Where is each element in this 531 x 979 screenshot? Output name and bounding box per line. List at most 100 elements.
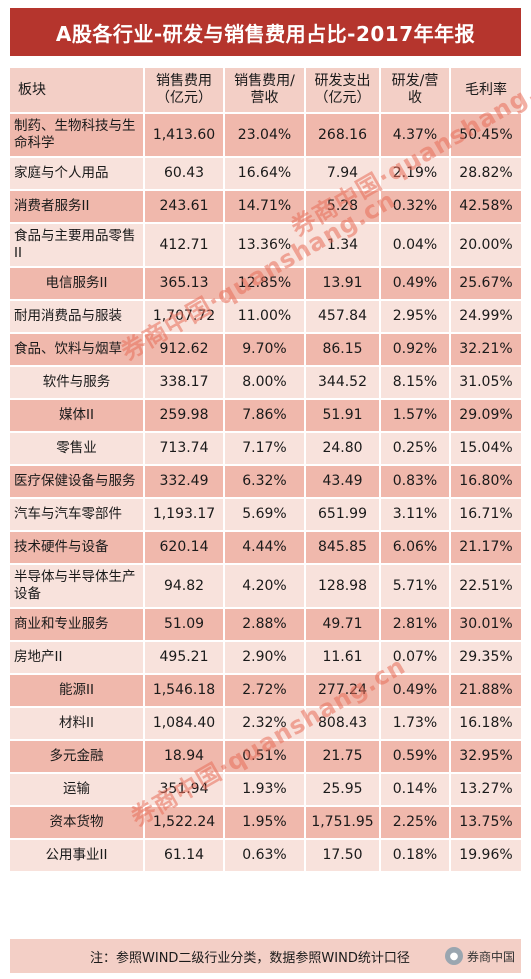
cell-sector: 技术硬件与设备 [10, 532, 143, 563]
cell-rd-expense: 13.91 [304, 268, 379, 299]
cell-sector: 半导体与半导体生产设备 [10, 565, 143, 607]
cell-sector: 汽车与汽车零部件 [10, 499, 143, 530]
cell-sector: 软件与服务 [10, 367, 143, 398]
cell-sales-ratio: 2.88% [223, 609, 304, 640]
cell-gross-margin: 50.45% [449, 114, 521, 156]
cell-sales-ratio: 7.17% [223, 433, 304, 464]
cell-rd-ratio: 0.59% [379, 741, 449, 772]
header-gross-margin: 毛利率 [449, 68, 521, 112]
cell-sales-ratio: 1.95% [223, 807, 304, 838]
table-row: 技术硬件与设备 620.14 4.44% 845.85 6.06% 21.17% [10, 532, 521, 563]
cell-sales-expense: 1,522.24 [143, 807, 223, 838]
cell-sales-ratio: 8.00% [223, 367, 304, 398]
cell-sales-ratio: 9.70% [223, 334, 304, 365]
table-row: 商业和专业服务 51.09 2.88% 49.71 2.81% 30.01% [10, 609, 521, 640]
cell-gross-margin: 16.18% [449, 708, 521, 739]
cell-rd-ratio: 0.32% [379, 191, 449, 222]
table-row: 材料II 1,084.40 2.32% 808.43 1.73% 16.18% [10, 708, 521, 739]
cell-rd-expense: 5.28 [304, 191, 379, 222]
cell-rd-expense: 11.61 [304, 642, 379, 673]
cell-gross-margin: 24.99% [449, 301, 521, 332]
cell-gross-margin: 13.75% [449, 807, 521, 838]
cell-rd-expense: 7.94 [304, 158, 379, 189]
cell-sector: 材料II [10, 708, 143, 739]
cell-sector: 食品与主要用品零售II [10, 224, 143, 266]
cell-sector: 食品、饮料与烟草 [10, 334, 143, 365]
cell-sales-ratio: 14.71% [223, 191, 304, 222]
cell-sector: 制药、生物科技与生命科学 [10, 114, 143, 156]
cell-rd-expense: 268.16 [304, 114, 379, 156]
cell-rd-expense: 49.71 [304, 609, 379, 640]
table-row: 软件与服务 338.17 8.00% 344.52 8.15% 31.05% [10, 367, 521, 398]
cell-sales-expense: 243.61 [143, 191, 223, 222]
cell-rd-ratio: 2.25% [379, 807, 449, 838]
header-sales-expense: 销售费用（亿元） [143, 68, 223, 112]
cell-sales-expense: 51.09 [143, 609, 223, 640]
cell-rd-expense: 25.95 [304, 774, 379, 805]
cell-sector: 耐用消费品与服装 [10, 301, 143, 332]
cell-sales-ratio: 23.04% [223, 114, 304, 156]
cell-gross-margin: 29.09% [449, 400, 521, 431]
cell-sales-expense: 18.94 [143, 741, 223, 772]
header-rd-ratio: 研发/营收 [379, 68, 449, 112]
table-row: 多元金融 18.94 0.51% 21.75 0.59% 32.95% [10, 741, 521, 772]
cell-rd-ratio: 0.07% [379, 642, 449, 673]
cell-sales-ratio: 11.00% [223, 301, 304, 332]
cell-gross-margin: 31.05% [449, 367, 521, 398]
table-row: 耐用消费品与服装 1,707.72 11.00% 457.84 2.95% 24.99% [10, 301, 521, 332]
cell-gross-margin: 21.88% [449, 675, 521, 706]
cell-sales-ratio: 5.69% [223, 499, 304, 530]
cell-sector: 消费者服务II [10, 191, 143, 222]
cell-gross-margin: 21.17% [449, 532, 521, 563]
cell-gross-margin: 32.95% [449, 741, 521, 772]
header-sales-ratio: 销售费用/营收 [223, 68, 304, 112]
table-row: 公用事业II 61.14 0.63% 17.50 0.18% 19.96% [10, 840, 521, 871]
cell-rd-expense: 457.84 [304, 301, 379, 332]
chat-bubble-icon: ● [444, 947, 463, 965]
logo-text: 券商中国 [466, 949, 515, 964]
cell-sales-expense: 495.21 [143, 642, 223, 673]
cell-rd-ratio: 6.06% [379, 532, 449, 563]
table-row: 汽车与汽车零部件 1,193.17 5.69% 651.99 3.11% 16.71% [10, 499, 521, 530]
cell-sector: 房地产II [10, 642, 143, 673]
cell-sales-expense: 259.98 [143, 400, 223, 431]
table-row: 零售业 713.74 7.17% 24.80 0.25% 15.04% [10, 433, 521, 464]
cell-rd-expense: 808.43 [304, 708, 379, 739]
cell-rd-expense: 43.49 [304, 466, 379, 497]
table-title: A股各行业-研发与销售费用占比-2017年年报 [10, 8, 521, 56]
cell-rd-expense: 344.52 [304, 367, 379, 398]
footer: 注：参照WIND二级行业分类，数据参照WIND统计口径 ● 券商中国 [10, 939, 521, 973]
cell-gross-margin: 15.04% [449, 433, 521, 464]
cell-sales-ratio: 4.20% [223, 565, 304, 607]
table-row: 消费者服务II 243.61 14.71% 5.28 0.32% 42.58% [10, 191, 521, 222]
cell-rd-expense: 277.24 [304, 675, 379, 706]
cell-sales-ratio: 2.32% [223, 708, 304, 739]
cell-sales-ratio: 2.90% [223, 642, 304, 673]
cell-sector: 商业和专业服务 [10, 609, 143, 640]
cell-rd-ratio: 0.49% [379, 675, 449, 706]
cell-sales-expense: 1,546.18 [143, 675, 223, 706]
cell-gross-margin: 16.80% [449, 466, 521, 497]
table-row: 食品、饮料与烟草 912.62 9.70% 86.15 0.92% 32.21% [10, 334, 521, 365]
cell-rd-ratio: 0.83% [379, 466, 449, 497]
cell-rd-expense: 17.50 [304, 840, 379, 871]
cell-gross-margin: 28.82% [449, 158, 521, 189]
table-row: 媒体II 259.98 7.86% 51.91 1.57% 29.09% [10, 400, 521, 431]
table-row: 半导体与半导体生产设备 94.82 4.20% 128.98 5.71% 22.51% [10, 565, 521, 607]
cell-gross-margin: 19.96% [449, 840, 521, 871]
table-row: 电信服务II 365.13 12.85% 13.91 0.49% 25.67% [10, 268, 521, 299]
cell-sector: 多元金融 [10, 741, 143, 772]
cell-sales-expense: 1,193.17 [143, 499, 223, 530]
cell-sales-expense: 60.43 [143, 158, 223, 189]
cell-sales-expense: 1,707.72 [143, 301, 223, 332]
cell-rd-expense: 128.98 [304, 565, 379, 607]
cell-rd-expense: 1,751.95 [304, 807, 379, 838]
table-row: 医疗保健设备与服务 332.49 6.32% 43.49 0.83% 16.80% [10, 466, 521, 497]
cell-sales-expense: 338.17 [143, 367, 223, 398]
table-row: 房地产II 495.21 2.90% 11.61 0.07% 29.35% [10, 642, 521, 673]
cell-sales-ratio: 0.51% [223, 741, 304, 772]
cell-rd-ratio: 0.14% [379, 774, 449, 805]
cell-sales-expense: 365.13 [143, 268, 223, 299]
cell-rd-ratio: 3.11% [379, 499, 449, 530]
cell-sales-ratio: 1.93% [223, 774, 304, 805]
